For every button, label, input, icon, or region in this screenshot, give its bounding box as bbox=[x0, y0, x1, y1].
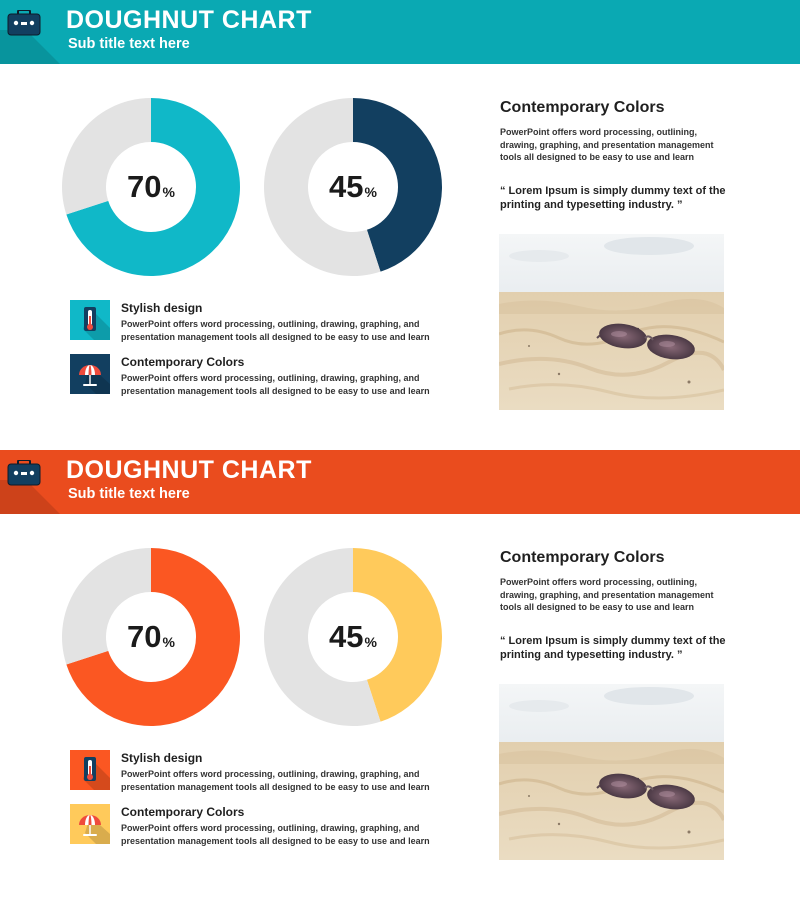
section-body-text: PowerPoint offers word processing, outli… bbox=[500, 577, 714, 612]
doughnut-remainder-segment bbox=[61, 98, 151, 215]
section-body-text: PowerPoint offers word processing, outli… bbox=[500, 127, 714, 162]
beach-sunglasses-photo bbox=[499, 684, 724, 860]
slide: DOUGHNUT CHART Sub title text here 70% 4… bbox=[0, 450, 800, 900]
feature-title: Contemporary Colors bbox=[121, 805, 245, 819]
page-title: DOUGHNUT CHART bbox=[66, 456, 312, 484]
doughnut-remainder-segment bbox=[263, 548, 381, 726]
beach-umbrella-icon bbox=[79, 815, 110, 844]
doughnut-value-segment bbox=[66, 548, 240, 726]
doughnut-chart: 70% bbox=[60, 96, 242, 278]
doughnut-chart: 45% bbox=[262, 546, 444, 728]
feature-item: Contemporary Colors PowerPoint offers wo… bbox=[70, 352, 470, 396]
feature-item: Contemporary Colors PowerPoint offers wo… bbox=[70, 802, 470, 846]
doughnut-value-segment bbox=[353, 98, 442, 272]
section-heading: Contemporary Colors bbox=[500, 549, 665, 566]
page-title: DOUGHNUT CHART bbox=[66, 6, 312, 34]
quote-text: “ Lorem Ipsum is simply dummy text of th… bbox=[500, 635, 726, 661]
header-shadow bbox=[0, 480, 60, 514]
beach-umbrella-icon bbox=[79, 365, 110, 394]
briefcase-icon bbox=[7, 460, 41, 486]
doughnut-remainder-segment bbox=[263, 98, 381, 276]
feature-icon-tile bbox=[70, 300, 110, 340]
doughnut-chart-svg bbox=[263, 98, 442, 276]
doughnut-chart-svg bbox=[61, 98, 240, 276]
briefcase-icon bbox=[7, 10, 41, 36]
doughnut-chart-svg bbox=[263, 548, 442, 726]
thermometer-icon bbox=[83, 757, 110, 790]
slide-header: DOUGHNUT CHART Sub title text here bbox=[0, 0, 800, 64]
thermometer-icon bbox=[83, 307, 110, 340]
page-subtitle: Sub title text here bbox=[68, 36, 190, 52]
feature-item: Stylish design PowerPoint offers word pr… bbox=[70, 748, 470, 792]
slide-header: DOUGHNUT CHART Sub title text here bbox=[0, 450, 800, 514]
header-shadow bbox=[0, 30, 60, 64]
feature-description: PowerPoint offers word processing, outli… bbox=[121, 319, 430, 342]
feature-title: Contemporary Colors bbox=[121, 355, 245, 369]
feature-icon-tile bbox=[70, 750, 110, 790]
doughnut-remainder-segment bbox=[61, 548, 151, 665]
feature-icon-tile bbox=[70, 354, 110, 394]
feature-item: Stylish design PowerPoint offers word pr… bbox=[70, 298, 470, 342]
doughnut-value-segment bbox=[353, 548, 442, 722]
beach-photo-illustration bbox=[499, 684, 724, 860]
quote-text: “ Lorem Ipsum is simply dummy text of th… bbox=[500, 185, 726, 211]
beach-sunglasses-photo bbox=[499, 234, 724, 410]
feature-title: Stylish design bbox=[121, 751, 203, 765]
feature-icon-tile bbox=[70, 804, 110, 844]
doughnut-chart: 45% bbox=[262, 96, 444, 278]
page-subtitle: Sub title text here bbox=[68, 486, 190, 502]
slide: DOUGHNUT CHART Sub title text here 70% 4… bbox=[0, 0, 800, 410]
section-heading: Contemporary Colors bbox=[500, 99, 665, 116]
feature-description: PowerPoint offers word processing, outli… bbox=[121, 823, 430, 846]
feature-description: PowerPoint offers word processing, outli… bbox=[121, 373, 430, 396]
feature-title: Stylish design bbox=[121, 301, 203, 315]
beach-photo-illustration bbox=[499, 234, 724, 410]
feature-description: PowerPoint offers word processing, outli… bbox=[121, 769, 430, 792]
doughnut-chart-svg bbox=[61, 548, 240, 726]
doughnut-value-segment bbox=[66, 98, 240, 276]
doughnut-chart: 70% bbox=[60, 546, 242, 728]
